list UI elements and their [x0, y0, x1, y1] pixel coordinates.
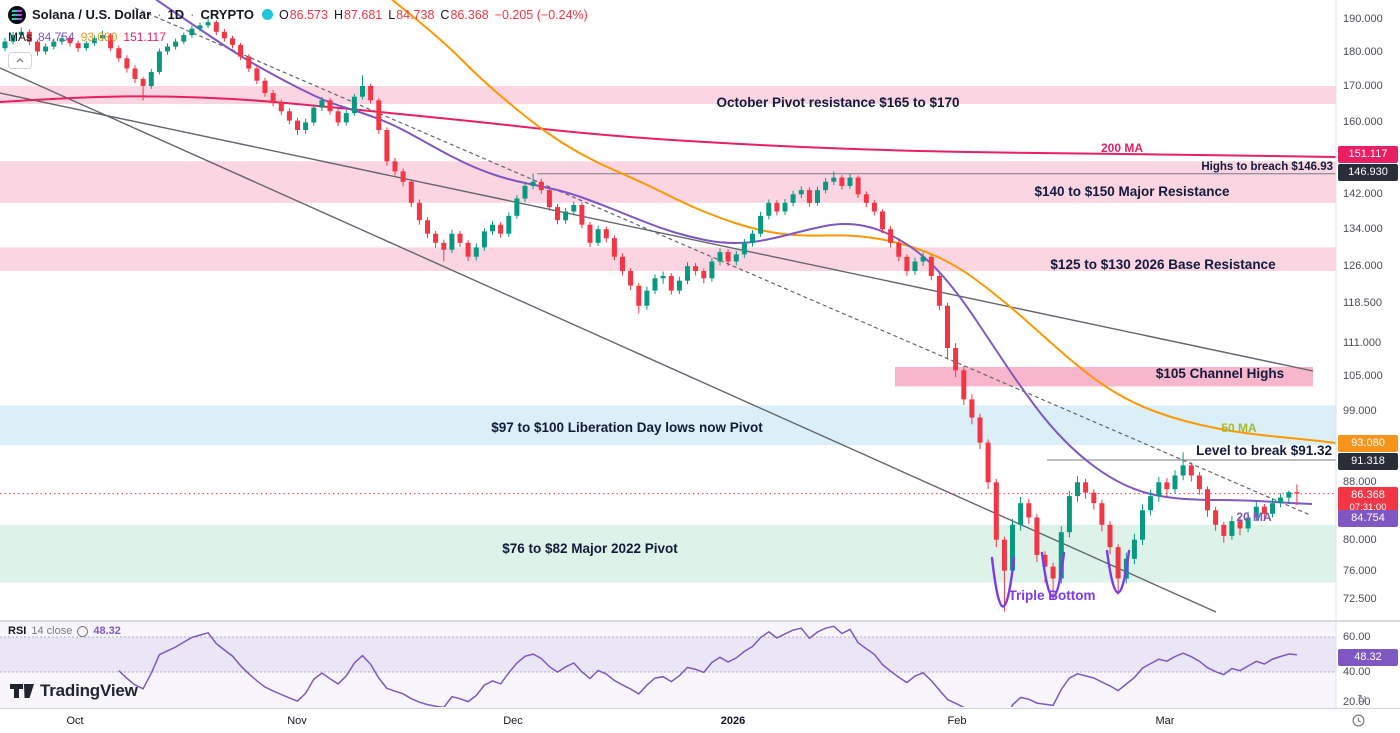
annotation-76-82-major-pivot[interactable]: $76 to $82 Major 2022 Pivot: [502, 541, 678, 556]
ma200-line[interactable]: [0, 95, 1337, 158]
ohlc-open: O 86.573: [278, 7, 328, 22]
annotation-highs-to-breach[interactable]: Highs to breach $146.93: [1201, 161, 1333, 173]
price-scale-tick: 99.000: [1343, 405, 1377, 417]
ma200-value-tag: 151.117: [1338, 146, 1398, 163]
rsi-options-icon[interactable]: [77, 625, 89, 637]
annotation-level-to-break-91[interactable]: Level to break $91.32: [1196, 443, 1332, 458]
zone-major-2022-pivot-76-82[interactable]: [0, 524, 1336, 583]
mas-label: MAs: [8, 29, 32, 44]
rsi-scale-tick: 60.00: [1343, 631, 1371, 643]
channel-line[interactable]: [0, 67, 1217, 613]
ma50-legend-value: 93.080: [80, 29, 118, 44]
price-scale-tick: 142.000: [1343, 188, 1383, 200]
bottom-arc[interactable]: [1105, 549, 1131, 594]
ma20-legend-value: 84.754: [38, 29, 75, 44]
zone-october-pivot-resistance[interactable]: [0, 86, 1336, 104]
market-status-icon: [261, 9, 273, 20]
time-axis-label: Mar: [1155, 715, 1175, 727]
solana-logo-icon: [8, 5, 26, 24]
rsi-current-value: 48.32: [93, 625, 121, 637]
ma50-value-tag: 93.080: [1338, 435, 1398, 452]
annotation-october-pivot-resistance[interactable]: October Pivot resistance $165 to $170: [716, 95, 960, 110]
price-scale-tick: 180.000: [1343, 46, 1383, 58]
separator-dot: ·: [190, 7, 195, 22]
ma-legend-row[interactable]: MAs 84.754 93.080 151.117: [8, 27, 588, 46]
time-axis-label: Nov: [287, 715, 307, 727]
ma200-legend-value: 151.117: [123, 29, 166, 44]
price-scale-tick: 76.000: [1343, 565, 1377, 577]
tradingview-logo-icon: [10, 684, 34, 698]
rsi-scale-tick: 20.00: [1343, 696, 1371, 708]
interval-button[interactable]: 1D: [167, 7, 185, 22]
triple-bottom-arcs[interactable]: [990, 549, 1131, 608]
clock-icon[interactable]: [1352, 714, 1365, 732]
price-scale-tick: 88.000: [1343, 476, 1377, 488]
zone-base-resistance-125-130[interactable]: [0, 247, 1336, 271]
candlestick-series[interactable]: [2, 17, 1300, 612]
price-scale-tick: 105.000: [1343, 370, 1383, 382]
rsi-indicator-legend[interactable]: RSI 14 close 48.32: [8, 625, 121, 637]
separator-dot: ·: [157, 7, 162, 22]
price-scale-tick: 126.000: [1343, 260, 1383, 272]
symbol-info-row[interactable]: Solana / U.S. Dollar · 1D · CRYPTO O 86.5…: [8, 5, 588, 24]
annotation-triple-bottom[interactable]: Triple Bottom: [1008, 588, 1096, 603]
ohlc-high: H 87.681: [333, 7, 383, 22]
rsi-scale-tick: 40.00: [1343, 666, 1371, 678]
ma20-value-tag: 84.754: [1338, 510, 1398, 527]
annotation-20ma-label[interactable]: 20 MA: [1236, 510, 1272, 524]
time-axis-label: 2026: [720, 715, 746, 727]
time-axis[interactable]: Oct Nov Dec 2026 Feb Mar: [0, 708, 1400, 733]
chevron-up-icon: [16, 58, 24, 63]
symbol-title[interactable]: Solana / U.S. Dollar: [32, 7, 152, 22]
price-scale-tick: 118.500: [1343, 297, 1382, 309]
breach-level-tag: 146.930: [1338, 164, 1398, 181]
collapse-pane-button[interactable]: [8, 52, 32, 69]
annotation-125-130-base-resistance[interactable]: $125 to $130 2026 Base Resistance: [1050, 257, 1276, 272]
change-value: −0.205 (−0.24%): [494, 7, 588, 22]
exchange-label[interactable]: CRYPTO: [200, 7, 254, 22]
price-scale[interactable]: 190.000 180.000 170.000 160.000 142.000 134.0…: [1336, 0, 1400, 708]
rsi-value-tag: 48.32: [1338, 649, 1398, 666]
scale-reset-icon[interactable]: ↻: [1357, 692, 1368, 706]
channel-line[interactable]: [0, 92, 1314, 372]
price-scale-tick: 72.500: [1343, 593, 1377, 605]
zone-liberation-pivot-97-100[interactable]: [0, 405, 1336, 446]
bottom-arc[interactable]: [990, 556, 1016, 608]
rsi-pane-bg: [0, 622, 1336, 708]
ma50-line[interactable]: [385, 0, 1337, 444]
rsi-params: 14 close: [31, 625, 73, 637]
annotation-105-channel-highs[interactable]: $105 Channel Highs: [1155, 366, 1285, 381]
price-scale-tick: 160.000: [1343, 116, 1383, 128]
time-axis-label: Feb: [947, 715, 967, 727]
rsi-line[interactable]: [118, 625, 1297, 721]
chart-legend: Solana / U.S. Dollar · 1D · CRYPTO O 86.5…: [8, 5, 588, 69]
time-axis-label: Oct: [66, 715, 84, 727]
rsi-title: RSI: [8, 625, 27, 637]
price-scale-tick: 134.000: [1343, 223, 1383, 235]
ohlc-close: C 86.368: [440, 7, 489, 22]
price-scale-tick: 170.000: [1343, 80, 1383, 92]
support-resistance-zones[interactable]: [0, 86, 1336, 583]
rsi-band: [0, 637, 1336, 672]
bottom-arc[interactable]: [1040, 551, 1066, 598]
annotation-97-100-liberation-pivot[interactable]: $97 to $100 Liberation Day lows now Pivo…: [491, 420, 763, 435]
tradingview-watermark[interactable]: TradingView: [10, 681, 138, 701]
break-level-tag: 91.318: [1338, 453, 1398, 470]
annotation-140-150-major-resistance[interactable]: $140 to $150 Major Resistance: [1034, 184, 1230, 199]
annotation-50ma-label[interactable]: 50 MA: [1221, 421, 1257, 435]
price-scale-tick: 190.000: [1343, 13, 1383, 25]
price-scale-tick: 111.000: [1343, 337, 1382, 349]
price-scale-tick: 80.000: [1343, 534, 1377, 546]
ohlc-low: L 84.738: [388, 7, 435, 22]
annotation-200ma-label[interactable]: 200 MA: [1100, 141, 1144, 155]
time-axis-label: Dec: [503, 715, 523, 727]
tradingview-wordmark: TradingView: [40, 681, 138, 700]
